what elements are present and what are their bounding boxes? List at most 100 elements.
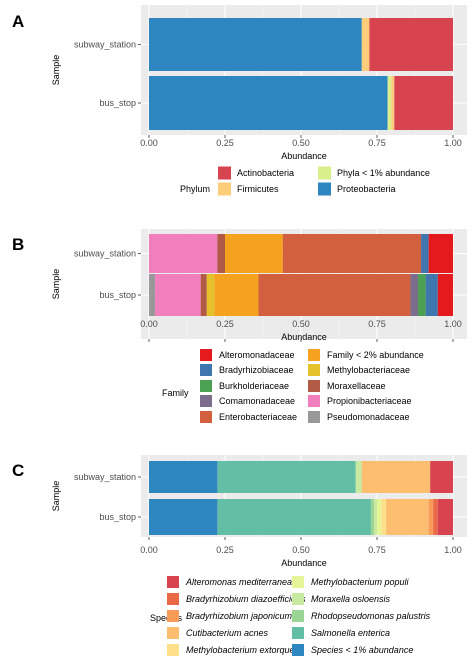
x-tick-label: 0.00 [140,319,158,329]
y-axis-title: Sample [51,55,61,86]
bar-segment [370,499,374,535]
x-tick-label: 0.25 [216,319,234,329]
legend-item: Salmonella enterica [292,627,390,639]
panel-letter: B [12,235,24,254]
legend-label: Burkholderiaceae [219,381,289,391]
legend-swatch [318,166,331,180]
legend-label: Enterobacteriaceae [219,412,297,422]
legend-item: Proteobacteria [318,182,396,196]
legend-label: Moraxellaceae [327,381,386,391]
y-tick-label: bus_stop [99,512,136,522]
bar-segment [394,76,453,130]
legend-swatch [308,380,320,392]
x-tick-label: 1.00 [444,545,462,555]
legend-label: Proteobacteria [337,184,396,194]
x-tick-label: 0.75 [368,319,386,329]
legend-item: Alteromonadaceae [200,349,295,361]
bar-segment [437,499,453,535]
legend-label: Cutibacterium acnes [186,628,269,638]
legend-swatch [308,364,320,376]
legend-swatch [308,395,320,407]
legend-label: Comamonadaceae [219,396,295,406]
bar-segment [391,76,395,130]
bar-segment [387,76,392,130]
bar-segment [355,461,362,493]
y-tick-label: subway_station [74,40,136,50]
legend-label: Moraxella osloensis [311,594,391,604]
panel-letter: C [12,461,24,480]
legend-label: Propionibacteriaceae [327,396,412,406]
legend-item: Alteromonas mediterranea [167,576,292,588]
bar-segment [149,76,388,130]
legend-item: Rhodopseudomonas palustris [292,610,431,622]
y-tick-label: bus_stop [99,290,136,300]
legend-item: Enterobacteriaceae [200,411,297,423]
bar-segment [206,274,215,316]
legend-swatch [200,349,212,361]
legend-label: Family < 2% abundance [327,350,424,360]
legend-label: Bradyrhizobium diazoefficiens [186,594,306,604]
legend-swatch [200,364,212,376]
x-tick-label: 0.00 [140,138,158,148]
legend-title: Family [162,388,189,398]
legend-item: Bradyrhizobium japonicum [167,610,293,622]
x-tick-label: 0.75 [368,545,386,555]
legend-label: Firmicutes [237,184,279,194]
bar-segment [369,18,453,71]
legend-swatch [308,349,320,361]
bar-segment [149,274,156,316]
bar-segment [217,499,371,535]
legend-item: Firmicutes [218,182,279,196]
legend-swatch [167,610,179,622]
legend-swatch [292,627,304,639]
bar-segment [200,274,207,316]
bar-segment [149,18,362,71]
legend-swatch [292,593,304,605]
legend-swatch [167,576,179,588]
legend-swatch [167,627,179,639]
legend-label: Methylobacterium populi [311,577,410,587]
legend-label: Rhodopseudomonas palustris [311,611,431,621]
x-axis-title: Abundance [281,558,327,568]
legend-swatch [200,380,212,392]
legend-item: Phyla < 1% abundance [318,166,430,180]
legend-item: Bradyrhizobiaceae [200,364,294,376]
legend: Phylum Actinobacteria Firmicutes Phyla < 1%… [180,166,430,196]
bar-segment [428,234,453,273]
bar-segment [282,234,422,273]
bar-segment [155,274,201,316]
legend-label: Pseudomonadaceae [327,412,410,422]
legend-item: Methylobacterium populi [292,576,410,588]
legend-swatch [167,644,179,656]
bar-segment [421,234,429,273]
legend-label: Alteromonas mediterranea [185,577,292,587]
bar-segment [225,234,283,273]
x-axis-title: Abundance [281,332,327,342]
legend-swatch [167,593,179,605]
bar-segment [425,274,438,316]
x-tick-label: 0.75 [368,138,386,148]
bar-segment [418,274,426,316]
legend-item: Propionibacteriaceae [308,395,412,407]
legend-item: Family < 2% abundance [308,349,424,361]
y-axis-title: Sample [51,269,61,300]
bar-segment [149,461,218,493]
legend-item: Moraxella osloensis [292,593,391,605]
legend-label: Species < 1% abundance [311,645,413,655]
bar-segment [217,234,225,273]
legend-swatch [292,644,304,656]
y-tick-label: subway_station [74,249,136,259]
legend-swatch [292,576,304,588]
legend-item: Moraxellaceae [308,380,386,392]
legend-item: Species < 1% abundance [292,644,413,656]
legend-label: Methylobacteriaceae [327,365,410,375]
legend-label: Alteromonadaceae [219,350,295,360]
y-axis-title: Sample [51,481,61,512]
legend-swatch [218,182,231,196]
legend-label: Bradyrhizobium japonicum [186,611,293,621]
bar-segment [381,499,387,535]
